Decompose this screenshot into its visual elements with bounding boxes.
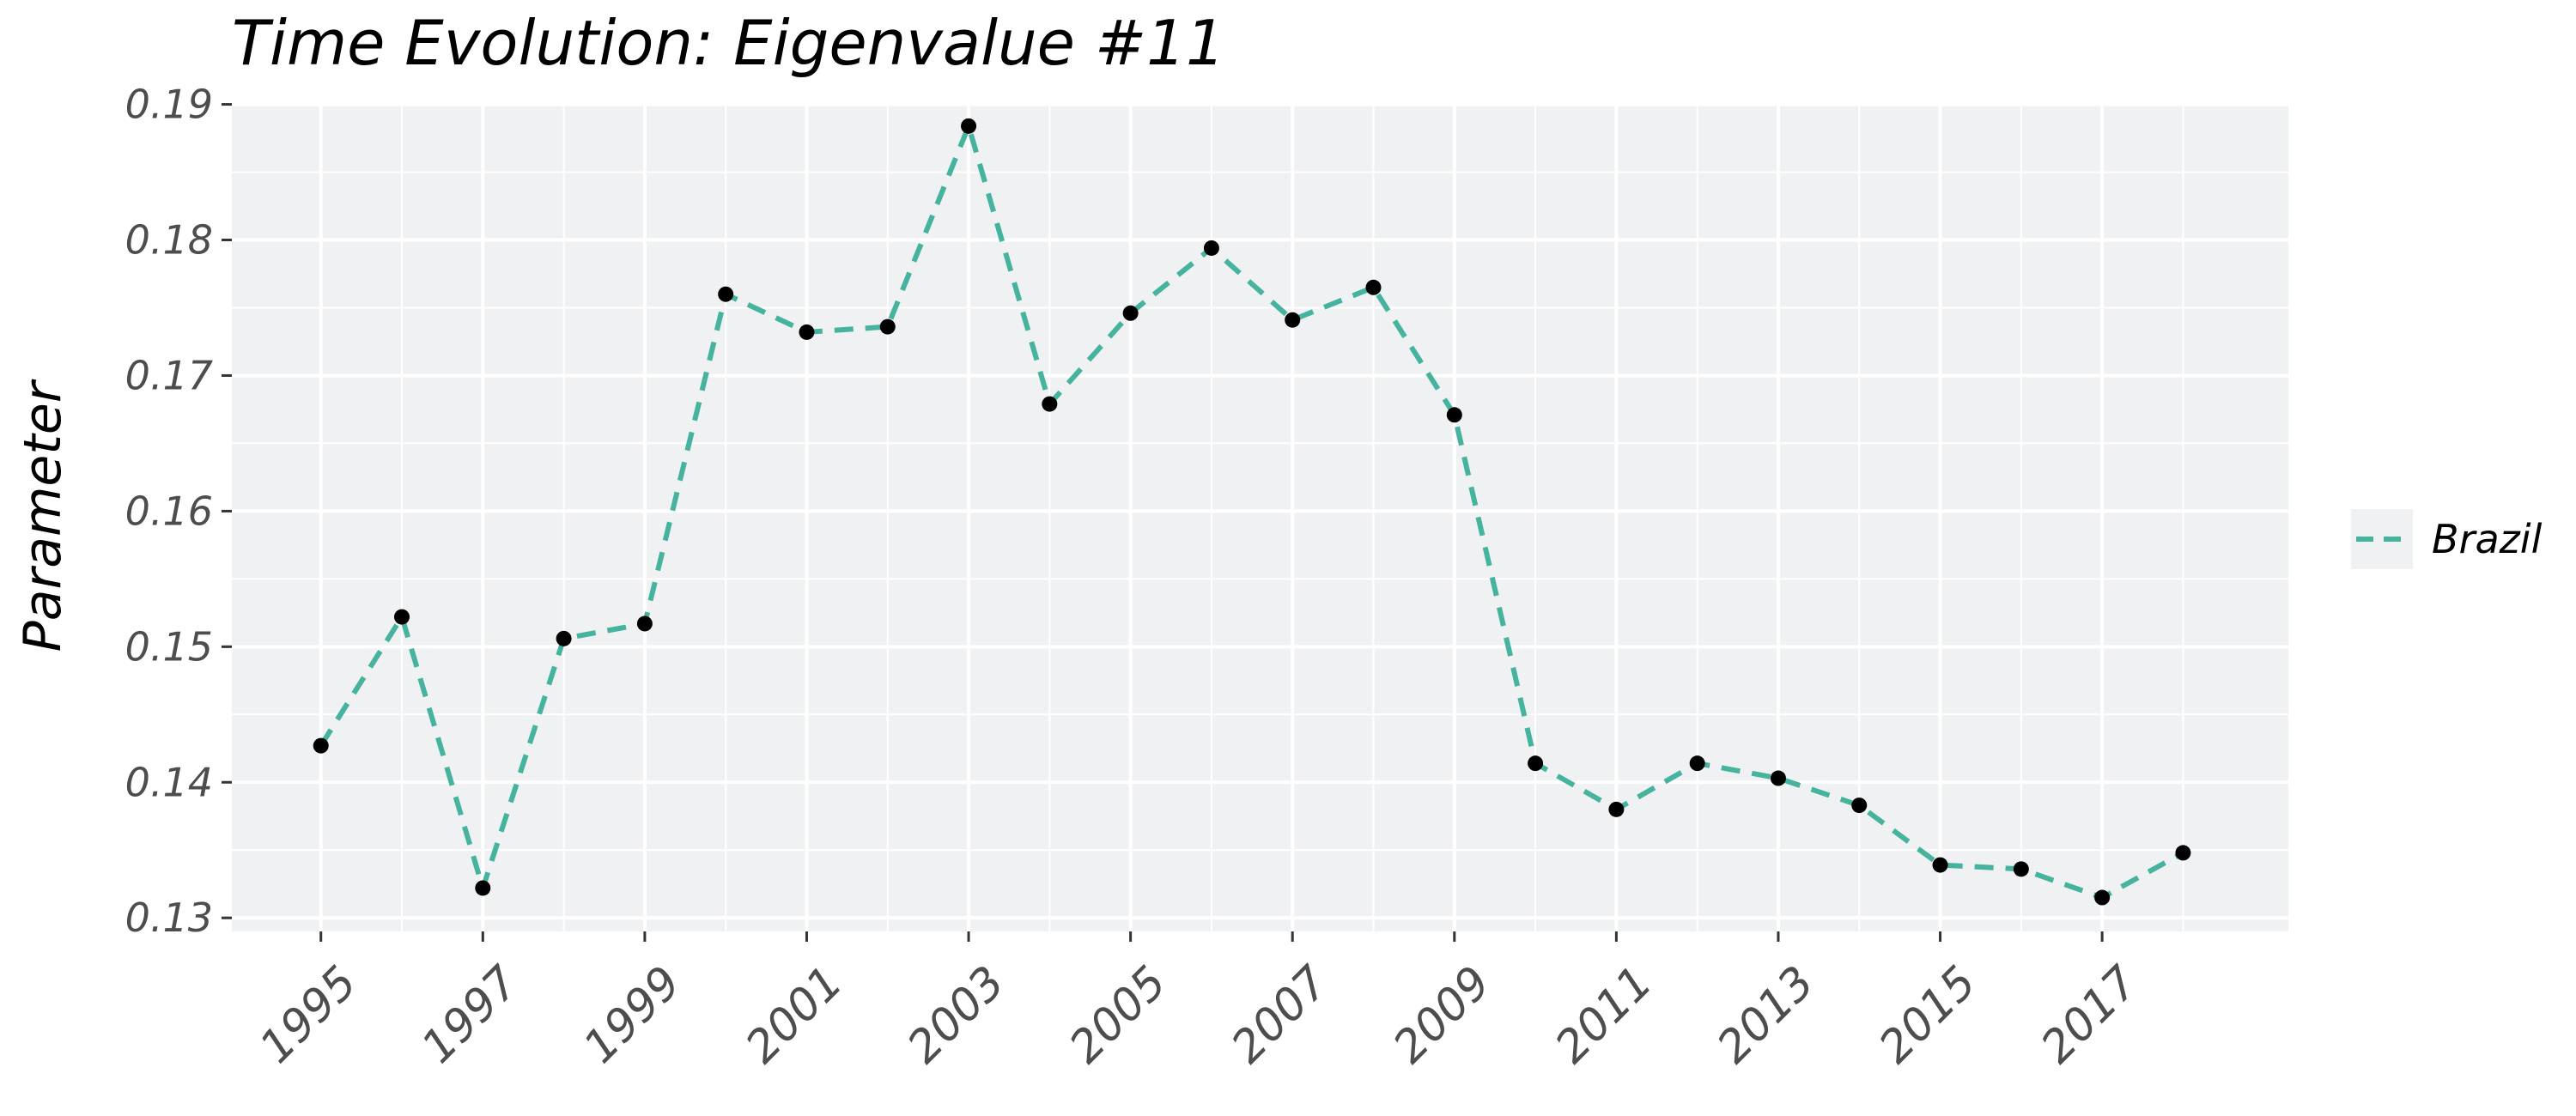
- y-tick-label: 0.18: [125, 217, 213, 264]
- x-tick-label: 1997: [412, 956, 529, 1073]
- x-tick-label: 2001: [736, 956, 853, 1073]
- data-point: [1285, 312, 1301, 328]
- x-tick-label: 1995: [250, 956, 367, 1073]
- x-tick-label: 2011: [1546, 956, 1662, 1073]
- data-point: [636, 616, 653, 632]
- x-tick-label: 2003: [898, 956, 1015, 1073]
- data-point: [1446, 407, 1462, 423]
- data-point: [1122, 305, 1139, 321]
- data-point: [1203, 240, 1219, 256]
- y-tick-label: 0.14: [125, 759, 213, 805]
- chart-title: Time Evolution: Eigenvalue #11: [232, 7, 1225, 79]
- data-point: [2094, 889, 2111, 906]
- data-point: [313, 737, 329, 754]
- x-tick-label: 2013: [1708, 956, 1825, 1073]
- data-point: [2013, 861, 2029, 877]
- y-tick-label: 0.19: [125, 82, 213, 128]
- x-tick-label: 2005: [1060, 956, 1176, 1073]
- data-point: [475, 880, 491, 896]
- data-point: [718, 286, 734, 302]
- data-point: [1770, 770, 1786, 786]
- y-axis: 0.13 0.14 0.15 0.16 0.17 0.18 0.19: [125, 82, 232, 941]
- y-tick-label: 0.17: [125, 352, 213, 398]
- y-tick-label: 0.16: [125, 488, 213, 534]
- data-point: [1042, 396, 1058, 412]
- y-tick-label: 0.13: [125, 895, 213, 941]
- data-point: [1689, 755, 1705, 772]
- x-tick-label: 2015: [1869, 956, 1986, 1073]
- legend: Brazil: [2351, 509, 2543, 569]
- data-point: [394, 609, 410, 625]
- x-tick-label: 2009: [1384, 956, 1501, 1073]
- data-point: [1365, 279, 1382, 295]
- data-point: [1608, 801, 1625, 817]
- data-point: [799, 324, 815, 340]
- x-tick-label: 1999: [574, 956, 691, 1073]
- data-point: [1528, 755, 1544, 772]
- data-point: [879, 318, 896, 335]
- plot-panel: [232, 103, 2288, 931]
- legend-label: Brazil: [2432, 516, 2543, 562]
- major-gridlines: [232, 102, 2288, 931]
- data-point: [556, 630, 572, 646]
- y-axis-label: Parameter: [13, 379, 73, 652]
- x-axis: 1995 1997 1999 2001 2003 2005 2007 2009 2011 2013…: [250, 931, 2148, 1073]
- data-point: [1851, 798, 1868, 814]
- y-tick-label: 0.15: [125, 623, 213, 670]
- x-tick-label: 2007: [1222, 956, 1339, 1073]
- data-point: [2175, 845, 2191, 861]
- series-line-brazil: [319, 123, 2184, 901]
- x-tick-label: 2017: [2032, 956, 2148, 1073]
- series-layer: [313, 118, 2191, 906]
- data-point: [961, 118, 977, 134]
- data-point: [1932, 857, 1948, 873]
